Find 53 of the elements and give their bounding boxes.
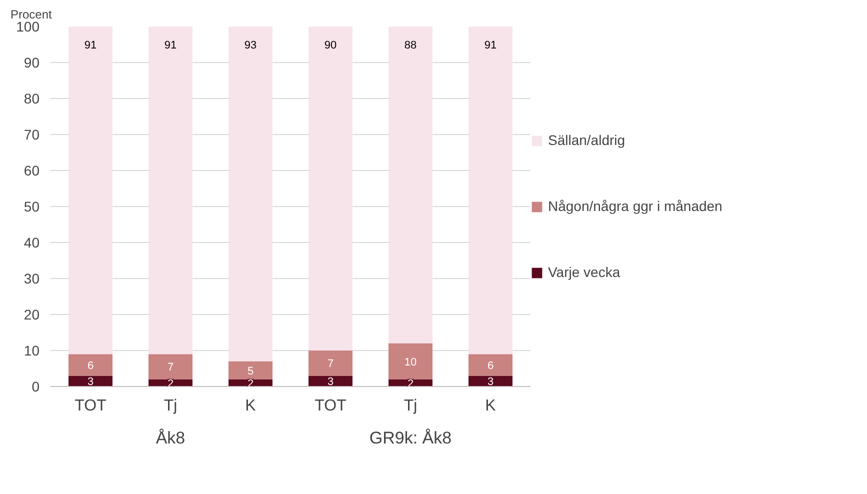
bar [308, 26, 352, 350]
bar [148, 354, 192, 380]
bar [468, 376, 512, 386]
bar [228, 26, 272, 362]
bar [68, 354, 112, 376]
y-tick-label: 0 [32, 378, 40, 394]
bar [468, 26, 512, 354]
bar [308, 376, 352, 386]
y-tick-label: 80 [24, 90, 40, 106]
y-tick-label: 10 [24, 342, 40, 358]
data-label: 7 [167, 362, 174, 374]
bar [468, 354, 512, 376]
data-label: 3 [87, 376, 94, 388]
legend-label: Någon/några ggr i månaden [548, 198, 722, 214]
legend-label: Varje vecka [548, 264, 620, 280]
bar [148, 26, 192, 354]
data-label: 6 [87, 360, 94, 372]
text: GR9k: Åk8 [369, 428, 452, 448]
y-tick-label: 20 [24, 306, 40, 322]
data-label: 91 [84, 40, 97, 52]
x-tick-label: TOT [74, 398, 107, 414]
data-label: 91 [164, 40, 177, 52]
y-tick-label: 90 [24, 54, 40, 70]
y-tick-label: 50 [24, 198, 40, 214]
x-tick-label: Tj [164, 398, 178, 414]
bar [388, 343, 432, 380]
data-label: 6 [487, 360, 494, 372]
x-tick-label: K [485, 398, 496, 414]
data-label: 7 [327, 358, 334, 370]
bar [228, 361, 272, 380]
bar [68, 26, 112, 354]
x-tick-label: TOT [314, 398, 347, 414]
x-tick-label: Tj [404, 398, 418, 414]
x-tick-label: K [245, 398, 256, 414]
y-tick-label: 30 [24, 270, 40, 286]
bar [308, 350, 352, 376]
data-label: 88 [404, 40, 417, 52]
bar [68, 376, 112, 386]
data-label: 5 [247, 365, 254, 378]
data-label: 3 [487, 376, 494, 388]
data-label: 93 [244, 40, 257, 52]
data-label: 90 [324, 40, 337, 52]
text: Åk8 [156, 428, 186, 448]
data-label: 3 [327, 376, 334, 388]
y-tick-label: 60 [24, 162, 40, 178]
data-label: 10 [404, 356, 417, 368]
data-label: 91 [484, 40, 497, 52]
legend-label: Sällan/aldrig [548, 132, 626, 148]
y-tick-label: 70 [24, 126, 40, 142]
y-tick-label: 100 [16, 18, 40, 34]
bar [388, 26, 432, 344]
y-axis-title: Procent [10, 8, 53, 22]
y-tick-label: 40 [24, 234, 40, 250]
